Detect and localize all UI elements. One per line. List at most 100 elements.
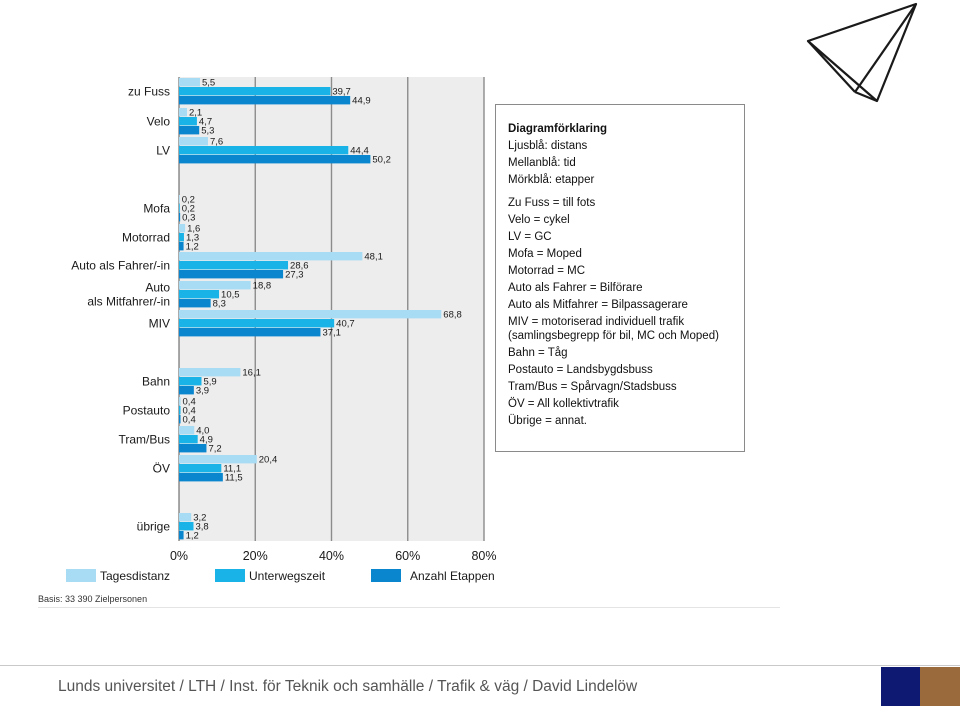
bar	[179, 204, 180, 213]
bar	[179, 146, 349, 155]
data-label: 5,9	[203, 377, 216, 388]
legend-box-line: Postauto = Landsbygdsbuss	[508, 364, 653, 376]
category-label: Motorrad	[122, 231, 170, 245]
data-label: 10,5	[221, 290, 240, 301]
category-label: zu Fuss	[128, 85, 170, 99]
data-label: 3,9	[196, 386, 209, 397]
data-label: 0,3	[182, 213, 195, 224]
data-label: 0,4	[183, 406, 196, 417]
legend-label: Tagesdistanz	[100, 569, 170, 583]
bar	[179, 117, 197, 126]
bar	[179, 455, 257, 464]
category-label: als Mitfahrer/-in	[87, 295, 170, 309]
data-label: 5,5	[202, 78, 215, 89]
legend-box: Diagramförklaring Ljusblå: distans Mella…	[495, 104, 745, 452]
bar	[179, 242, 184, 251]
footer-blue-block	[881, 667, 920, 706]
divider	[38, 607, 780, 608]
category-label: Bahn	[142, 375, 170, 389]
category-label: MIV	[149, 317, 170, 331]
x-tick-label: 0%	[170, 549, 188, 563]
legend-box-line: Mofa = Moped	[508, 248, 582, 260]
category-label: ÖV	[153, 462, 170, 476]
bar	[179, 386, 194, 395]
legend-label: Unterwegszeit	[249, 569, 326, 583]
bar	[179, 464, 222, 473]
footer-divider	[0, 665, 960, 666]
legend-box-line: ÖV = All kollektivtrafik	[508, 398, 619, 410]
bar	[179, 513, 192, 522]
category-label: Postauto	[123, 404, 171, 418]
bar	[179, 261, 289, 270]
bar	[179, 270, 284, 279]
legend-box-line: Übrige = annat.	[508, 415, 587, 427]
legend-box-line: Velo = cykel	[508, 214, 570, 226]
data-label: 44,9	[352, 96, 371, 107]
data-label: 50,2	[372, 155, 391, 166]
data-label: 39,7	[332, 87, 351, 98]
data-label: 1,2	[186, 531, 199, 542]
legend-box-title: Diagramförklaring	[508, 123, 608, 135]
category-label: Velo	[147, 115, 171, 129]
data-label: 4,9	[200, 435, 213, 446]
x-tick-label: 40%	[319, 549, 344, 563]
x-tick-label: 80%	[471, 549, 496, 563]
x-tick-label: 20%	[243, 549, 268, 563]
legend-box-line: Zu Fuss = till fots	[508, 197, 596, 209]
category-label: Mofa	[143, 202, 170, 216]
legend-box-line: Auto als Fahrer = Bilförare	[508, 282, 643, 294]
data-label: 0,2	[182, 204, 195, 215]
data-label: 68,8	[443, 310, 462, 321]
data-label: 1,3	[186, 233, 199, 244]
data-label: 44,4	[350, 146, 369, 157]
category-label: Tram/Bus	[118, 433, 170, 447]
data-label: 4,7	[199, 117, 212, 128]
bar	[179, 108, 188, 117]
legend-box-line: Motorrad = MC	[508, 265, 586, 277]
bar	[179, 224, 186, 233]
bar	[179, 78, 200, 87]
legend-swatch	[215, 569, 245, 582]
legend-box-line: Mörkblå: etapper	[508, 174, 595, 186]
data-label: 3,2	[193, 513, 206, 524]
data-label: 40,7	[336, 319, 355, 330]
bar	[179, 213, 181, 222]
bar	[179, 444, 207, 453]
data-label: 8,3	[213, 299, 226, 310]
bar	[179, 397, 181, 406]
legend-box-line: Tram/Bus = Spårvagn/Stadsbuss	[508, 381, 677, 393]
triangle-prism-icon	[806, 2, 918, 103]
bar	[179, 310, 442, 319]
data-label: 0,2	[182, 195, 195, 206]
legend-box-line: LV = GC	[508, 231, 552, 243]
legend-box-line: MIV = motoriserad individuell trafik (sa…	[508, 316, 719, 342]
data-label: 2,1	[189, 108, 202, 119]
legend-swatch	[371, 569, 401, 582]
data-label: 11,1	[223, 464, 241, 475]
legend-box-line: Bahn = Tåg	[508, 347, 568, 359]
legend-box-line: Auto als Mitfahrer = Bilpassagerare	[508, 299, 688, 311]
legend-swatch	[66, 569, 96, 582]
bar	[179, 406, 181, 415]
data-label: 20,4	[259, 455, 278, 466]
data-label: 7,2	[208, 444, 221, 455]
bar-chart: 5,5 39,744,9 zu Fuss 2,14,75,3 Velo 7,6 44,450…	[66, 77, 497, 583]
bar	[179, 281, 251, 290]
bar	[179, 252, 363, 261]
bar	[179, 415, 181, 424]
bar	[179, 233, 184, 242]
legend-label: Anzahl Etappen	[410, 569, 495, 583]
bar	[179, 473, 223, 482]
category-label: übrige	[137, 520, 171, 534]
basis-note: Basis: 33 390 Zielpersonen	[38, 594, 148, 604]
bar	[179, 328, 321, 337]
x-tick-label: 60%	[395, 549, 420, 563]
data-label: 37,1	[322, 328, 341, 339]
bar	[179, 195, 180, 204]
data-label: 1,6	[187, 224, 200, 235]
bar	[179, 299, 211, 308]
category-label: LV	[156, 144, 170, 158]
bar	[179, 96, 351, 105]
data-label: 28,6	[290, 261, 309, 272]
bar	[179, 87, 331, 96]
